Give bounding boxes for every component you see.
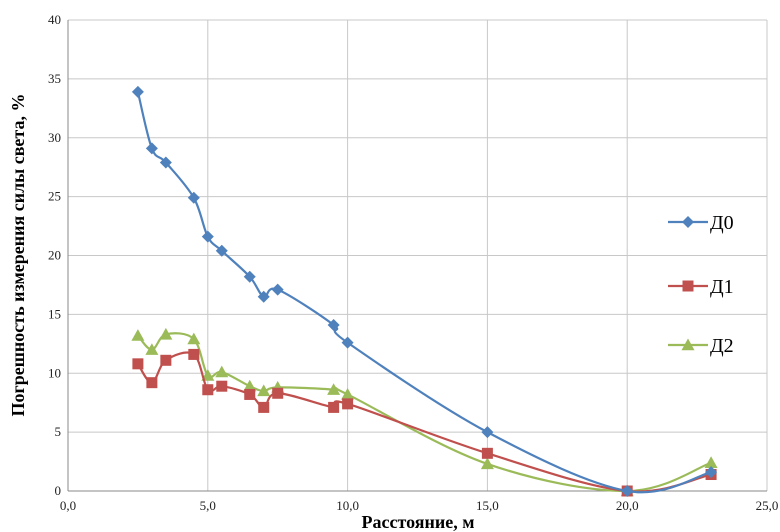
y-tick-label: 40	[48, 12, 61, 27]
data-point	[131, 85, 144, 98]
legend-marker	[681, 338, 695, 351]
data-point	[272, 387, 284, 399]
x-tick-label: 0,0	[60, 498, 76, 513]
legend-item: Д0	[668, 212, 734, 234]
data-point	[145, 142, 158, 155]
x-axis-title: Расстояние, м	[362, 512, 475, 532]
legend-marker	[682, 216, 694, 228]
y-tick-label: 30	[48, 130, 61, 145]
data-point	[188, 348, 200, 360]
data-point	[215, 244, 228, 257]
data-point	[704, 456, 718, 468]
y-tick-label: 20	[48, 248, 61, 263]
data-point	[327, 318, 340, 331]
data-point	[244, 388, 256, 400]
data-point	[481, 426, 494, 439]
data-point	[243, 379, 257, 392]
series-2	[131, 327, 718, 497]
x-tick-label: 5,0	[200, 498, 216, 513]
x-tick-label: 20,0	[616, 498, 639, 513]
legend: Д0 Д1 Д2	[668, 212, 734, 357]
data-point	[480, 457, 494, 470]
y-tick-label: 10	[48, 365, 61, 380]
legend-item: Д2	[668, 335, 734, 357]
data-point	[481, 447, 493, 459]
data-point	[132, 358, 144, 370]
data-point	[257, 290, 270, 303]
data-point	[328, 401, 340, 413]
data-point	[341, 387, 355, 400]
series-0	[131, 85, 718, 497]
data-point	[243, 270, 256, 283]
data-point	[131, 329, 145, 341]
data-point	[327, 383, 341, 395]
data-point	[201, 230, 214, 243]
series-group	[131, 85, 718, 497]
data-point	[187, 332, 201, 345]
data-point	[271, 283, 284, 296]
data-point	[258, 401, 270, 413]
data-point	[146, 377, 158, 389]
y-tick-label: 0	[55, 483, 62, 498]
series-line	[137, 332, 712, 493]
tick-labels: 0,0 5,0 10,0 15,0 20,0 25,0 0 5 10 15 20 25 30 35 40	[48, 12, 778, 513]
data-point	[201, 369, 215, 381]
legend-label: Д0	[710, 212, 734, 234]
data-point	[187, 191, 200, 204]
x-tick-label: 10,0	[336, 498, 359, 513]
data-point	[621, 485, 634, 497]
legend-marker	[682, 280, 694, 292]
y-tick-label: 15	[48, 306, 61, 321]
legend-label: Д2	[710, 335, 734, 357]
data-point	[145, 343, 159, 355]
data-point	[257, 384, 271, 397]
data-point	[159, 327, 173, 340]
data-point	[202, 384, 214, 396]
data-point	[215, 365, 229, 378]
legend-item: Д1	[668, 276, 734, 298]
legend-label: Д1	[710, 276, 734, 298]
data-point	[159, 156, 172, 169]
x-tick-label: 25,0	[756, 498, 779, 513]
data-point	[341, 336, 354, 349]
data-point	[160, 354, 172, 366]
data-point	[342, 398, 354, 410]
data-point	[705, 466, 718, 479]
y-axis-title: Погрешность измерения силы света, %	[8, 94, 28, 417]
y-tick-label: 5	[55, 424, 62, 439]
y-tick-label: 25	[48, 189, 61, 204]
x-tick-label: 15,0	[476, 498, 499, 513]
y-tick-label: 35	[48, 71, 61, 86]
data-point	[216, 380, 228, 392]
grid	[67, 19, 768, 492]
